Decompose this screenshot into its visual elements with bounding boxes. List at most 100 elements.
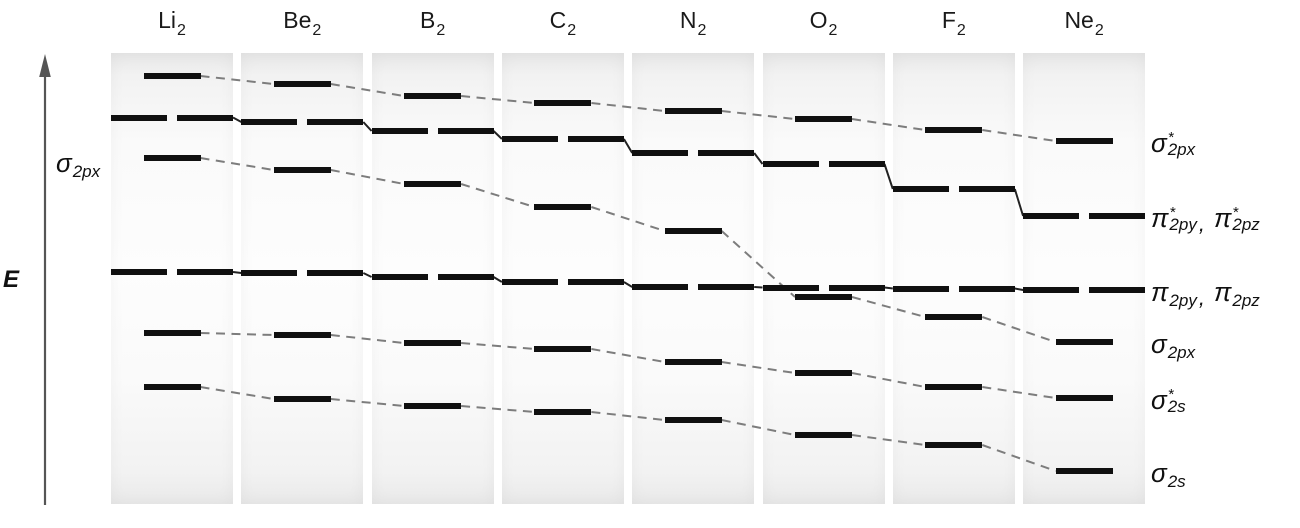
level-pi-2py-2pz-n2: [698, 284, 755, 290]
level-pi-2py-2pz-c2: [501, 279, 558, 285]
level-pi-2py-2pz-ne2: [1089, 287, 1146, 293]
sup-sub-stack: * 2s: [1167, 385, 1186, 416]
label-separator: ,: [1198, 285, 1205, 310]
level-pi-star-2py-2pz-o2: [762, 161, 819, 167]
level-sigma-2px-ne2: [1055, 339, 1113, 345]
orbital-label-pi-2py-2pz: π 2py, π 2pz: [1151, 277, 1260, 309]
level-pi-star-2py-2pz-be2: [241, 119, 298, 125]
level-pi-2py-2pz-li2: [177, 269, 233, 275]
level-pi-2py-2pz-b2: [437, 274, 494, 280]
greek-letter: π: [1151, 203, 1169, 233]
connector-pi-2py-2pz-b2: [493, 276, 503, 283]
column-be2: [241, 53, 364, 504]
molecule-label-b2: B2: [419, 7, 446, 39]
level-sigma-2px-li2: [143, 155, 201, 161]
connector-pi-2py-2pz-c2: [623, 281, 633, 288]
level-pi-2py-2pz-f2: [958, 285, 1015, 292]
level-sigma-2s-c2: [534, 409, 592, 415]
level-pi-2py-2pz-be2: [241, 270, 298, 276]
molecule-label-n2: N2: [679, 7, 707, 39]
molecule-label-f2: F2: [941, 7, 966, 39]
connector-pi-star-2py-2pz-c2: [623, 138, 634, 154]
level-sigma-2px-n2: [664, 228, 722, 234]
connector-pi-star-2py-2pz-b2: [492, 130, 503, 140]
level-pi-star-2py-2pz-f2: [892, 186, 949, 192]
level-pi-star-2py-2pz-c2: [567, 136, 624, 142]
level-pi-star-2py-2pz-li2: [177, 114, 233, 121]
sup-sub-stack: * 2py: [1169, 203, 1197, 234]
column-c2: [501, 53, 624, 504]
level-sigma-star-2px-n2: [664, 108, 722, 114]
level-sigma-star-2px-b2: [404, 93, 462, 99]
sup-sub-stack: * 2pz: [1232, 203, 1260, 234]
subscript: 2px: [1167, 342, 1196, 362]
energy-axis-arrowhead: [39, 54, 51, 77]
connector-pi-star-2py-2pz-f2: [1013, 188, 1025, 217]
greek-letter: σ: [56, 148, 72, 178]
greek-letter: π: [1151, 277, 1169, 307]
level-sigma-star-2px-li2: [143, 73, 201, 79]
level-pi-2py-2pz-b2: [371, 274, 428, 280]
level-sigma-star-2px-ne2: [1055, 138, 1113, 144]
greek-letter: π: [1213, 203, 1232, 233]
level-pi-star-2py-2pz-c2: [501, 136, 558, 142]
level-sigma-2s-f2: [925, 442, 983, 448]
level-sigma-2px-b2: [404, 181, 462, 187]
level-pi-star-2py-2pz-n2: [698, 150, 755, 156]
level-pi-star-2py-2pz-n2: [632, 150, 689, 156]
level-sigma-2s-be2: [273, 396, 331, 402]
level-sigma-2s-b2: [404, 403, 462, 409]
label-separator: ,: [1198, 211, 1205, 236]
level-sigma-2s-o2: [795, 432, 852, 438]
connector-pi-2py-2pz-f2: [1014, 287, 1024, 291]
column-ne2: [1023, 53, 1146, 504]
subscript: 2pz: [1232, 290, 1260, 310]
molecule-label-ne2: Ne2: [1064, 7, 1104, 39]
level-pi-star-2py-2pz-li2: [111, 114, 167, 121]
level-sigma-star-2px-c2: [534, 100, 592, 106]
level-sigma-2px-c2: [534, 204, 592, 210]
connector-pi-star-2py-2pz-o2: [883, 163, 894, 190]
column-n2: [632, 53, 755, 504]
level-sigma-star-2s-o2: [795, 370, 852, 376]
connector-pi-2py-2pz-be2: [362, 272, 373, 278]
greek-letter: σ: [1151, 329, 1167, 359]
connector-pi-2py-2pz-li2: [232, 271, 242, 274]
level-sigma-2s-ne2: [1055, 468, 1113, 474]
level-sigma-star-2s-c2: [534, 346, 592, 352]
level-pi-2py-2pz-be2: [307, 270, 364, 276]
level-sigma-star-2s-li2: [143, 330, 201, 336]
subscript: 2py: [1169, 290, 1197, 310]
subscript: 2px: [72, 161, 101, 181]
level-pi-2py-2pz-ne2: [1023, 287, 1080, 293]
greek-letter: σ: [1151, 128, 1167, 158]
level-pi-star-2py-2pz-ne2: [1023, 213, 1080, 219]
greek-letter: σ: [1151, 458, 1167, 488]
level-sigma-2s-n2: [664, 417, 722, 423]
connector-pi-star-2py-2pz-li2: [232, 116, 242, 123]
connector-pi-2py-2pz-o2: [884, 286, 893, 290]
molecule-label-be2: Be2: [283, 7, 322, 39]
level-pi-2py-2pz-o2: [828, 284, 885, 291]
level-sigma-star-2s-b2: [404, 340, 462, 346]
column-f2: [892, 53, 1015, 504]
level-sigma-star-2s-n2: [664, 359, 722, 365]
level-sigma-star-2px-be2: [273, 81, 331, 87]
level-sigma-star-2s-f2: [925, 384, 983, 390]
sup-sub-stack: * 2px: [1167, 128, 1196, 159]
level-pi-2py-2pz-n2: [632, 284, 689, 290]
orbital-label-sigma-star-2s: σ * 2s: [1151, 385, 1186, 416]
greek-letter: σ: [1151, 385, 1167, 415]
level-pi-star-2py-2pz-be2: [307, 119, 364, 125]
orbital-label-sigma-2px: σ 2px: [1151, 329, 1195, 361]
level-sigma-2px-be2: [273, 167, 331, 173]
level-pi-star-2py-2pz-o2: [828, 161, 885, 167]
level-pi-star-2py-2pz-f2: [958, 186, 1015, 192]
connector-pi-2py-2pz-n2: [754, 286, 763, 289]
level-pi-star-2py-2pz-b2: [437, 128, 494, 134]
left-orbital-label-sigma-2px: σ 2px: [56, 148, 100, 180]
level-sigma-star-2s-ne2: [1055, 395, 1113, 401]
level-sigma-2s-li2: [143, 384, 201, 390]
level-sigma-2px-f2: [925, 314, 983, 320]
greek-letter: π: [1213, 277, 1232, 307]
